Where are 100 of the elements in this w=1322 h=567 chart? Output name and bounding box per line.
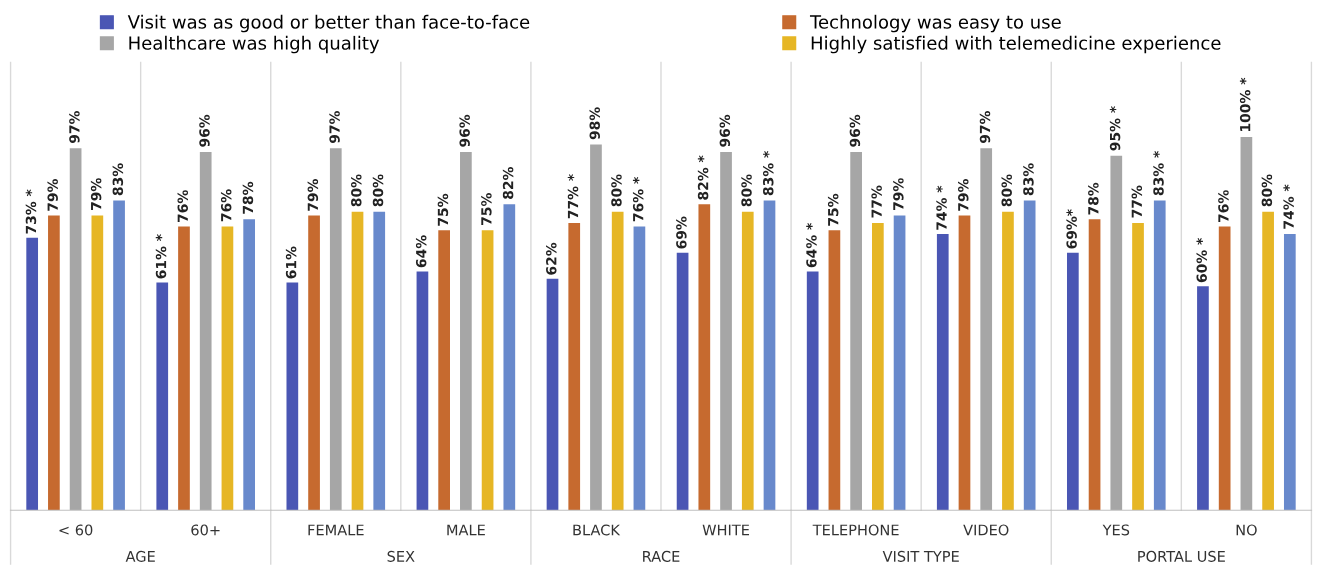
bar (611, 211, 624, 511)
data-label: 76% * (632, 177, 644, 222)
bar (373, 211, 386, 511)
data-label: 76% (220, 189, 232, 222)
data-label: 64% * (806, 223, 817, 268)
data-label: 100% * (1239, 77, 1251, 131)
data-label: 83% (1023, 163, 1034, 196)
bar (698, 204, 711, 511)
data-label: 80% (372, 174, 384, 207)
data-label: 97% (69, 110, 80, 144)
bar (351, 211, 364, 511)
data-label: 96% (849, 114, 861, 147)
data-label: 73% * (25, 189, 37, 234)
legend-label: Technology was easy to use (809, 14, 1061, 33)
data-label: 82% (502, 166, 514, 199)
bar (806, 271, 819, 511)
legend-label: Visit was as good or better than face-to-face (127, 14, 530, 33)
bar (308, 215, 320, 511)
data-label: 96% (459, 114, 470, 147)
legend-label: Highly satisfied with telemedicine experience (811, 35, 1221, 54)
data-label: 78% (1088, 182, 1099, 215)
bar (1066, 252, 1079, 511)
data-label: 62% (546, 242, 557, 275)
data-label: 95% * (1109, 106, 1121, 151)
bar (91, 215, 104, 511)
bar (1197, 286, 1209, 511)
data-label: 79% (958, 178, 969, 211)
data-label: 80% (741, 174, 752, 207)
data-label: 69% (676, 216, 687, 249)
bar (1218, 226, 1231, 511)
data-label: 69%* (1066, 209, 1077, 249)
data-label: 80% (611, 174, 622, 207)
bar (1002, 211, 1014, 511)
text: RACE (643, 550, 680, 562)
bar (221, 226, 234, 511)
bar (48, 215, 60, 511)
bar (1023, 200, 1036, 511)
bar (633, 226, 646, 511)
bar (286, 282, 299, 511)
data-label: 60% * (1196, 237, 1207, 283)
bar (590, 144, 602, 511)
data-label: 77% (871, 185, 882, 218)
x-tick-label: < 60 (59, 524, 93, 536)
data-label: 76% (1218, 190, 1229, 223)
data-label: 96% (719, 114, 731, 147)
x-tick-label: BLACK (573, 524, 621, 536)
data-label: 77% * (567, 174, 579, 219)
bar (481, 230, 494, 511)
bar (503, 204, 516, 511)
data-label: 96% (199, 114, 210, 147)
data-label: 79% (47, 178, 58, 211)
bar (416, 271, 429, 511)
bar (763, 200, 776, 511)
data-label: 77% (1131, 185, 1143, 218)
data-label: 79% (307, 178, 319, 211)
legend-label: Healthcare was high quality (129, 35, 380, 54)
bar (243, 219, 256, 511)
bar (1132, 222, 1144, 511)
bar (199, 151, 212, 511)
bar (329, 148, 342, 511)
data-label: 83% (112, 163, 124, 196)
bar (936, 234, 949, 511)
bar (980, 148, 993, 511)
bar (26, 237, 39, 511)
data-label: 75% (481, 193, 492, 225)
data-label: 78% (242, 181, 254, 214)
x-tick-label: NO (1236, 524, 1257, 536)
x-tick-label: FEMALE (308, 524, 364, 536)
bar (546, 278, 559, 511)
bar (1283, 234, 1296, 511)
data-label: 82% * (697, 155, 709, 200)
data-label: 98% (589, 107, 600, 140)
data-label: 79% (893, 178, 904, 210)
bar (1262, 211, 1274, 511)
data-label: 74% * (936, 185, 947, 230)
bar (69, 148, 82, 511)
data-label: 80% (351, 174, 362, 207)
bar (438, 230, 450, 511)
bar (156, 282, 169, 511)
data-label: 75% (827, 193, 839, 226)
text: AGE (125, 550, 155, 562)
data-label: 75% (437, 193, 449, 226)
data-label: 64% (415, 235, 427, 268)
x-tick-label: TELEPHONE (812, 524, 899, 536)
data-label: 61% * (155, 234, 167, 279)
bar (1110, 155, 1123, 511)
data-label: 83% * (1153, 150, 1164, 196)
x-tick-label: WHITE (702, 524, 750, 536)
bar (872, 222, 884, 511)
x-tick-label: YES (1102, 524, 1130, 536)
bar (720, 151, 732, 511)
bar (178, 226, 190, 511)
bar (741, 211, 754, 511)
x-tick-label: VIDEO (963, 524, 1009, 536)
x-tick-label: MALE (447, 524, 485, 536)
x-tick-label: 60+ (191, 524, 220, 536)
data-label: 74% * (1283, 184, 1294, 229)
bar (460, 151, 472, 511)
data-label: 97% (329, 110, 340, 144)
bar (1153, 200, 1166, 511)
